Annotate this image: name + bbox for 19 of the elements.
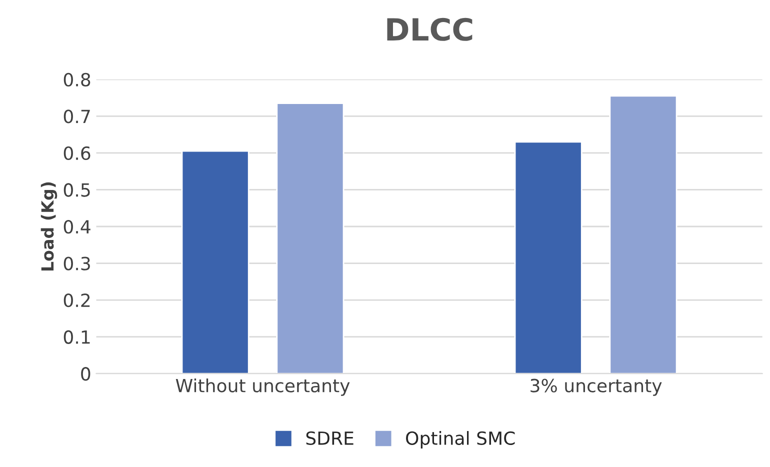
legend-label: SDRE bbox=[306, 431, 354, 446]
y-tick-label: 0.2 bbox=[64, 294, 90, 308]
x-tick-label: Without uncertanty bbox=[176, 378, 350, 396]
y-axis-title: Load (Kg) bbox=[40, 182, 58, 271]
y-tick-label: 0.3 bbox=[64, 256, 90, 270]
y-tick-label: 0.8 bbox=[64, 72, 90, 87]
bar bbox=[276, 102, 344, 374]
y-tick-label: 0.5 bbox=[64, 183, 90, 197]
y-tick-label: 0.6 bbox=[64, 146, 90, 160]
x-tick-label: 3% uncertanty bbox=[530, 378, 662, 396]
y-tick-label: 0.7 bbox=[64, 110, 90, 124]
chart-title: DLCC bbox=[387, 18, 472, 41]
y-tick-label: 0 bbox=[81, 367, 90, 381]
y-tick-label: 0.1 bbox=[64, 330, 90, 344]
y-tick-label: 0.4 bbox=[64, 220, 90, 234]
legend-label: Optinal SMC bbox=[406, 431, 515, 449]
bar bbox=[514, 141, 582, 374]
bar bbox=[609, 95, 678, 374]
bar bbox=[181, 150, 250, 374]
